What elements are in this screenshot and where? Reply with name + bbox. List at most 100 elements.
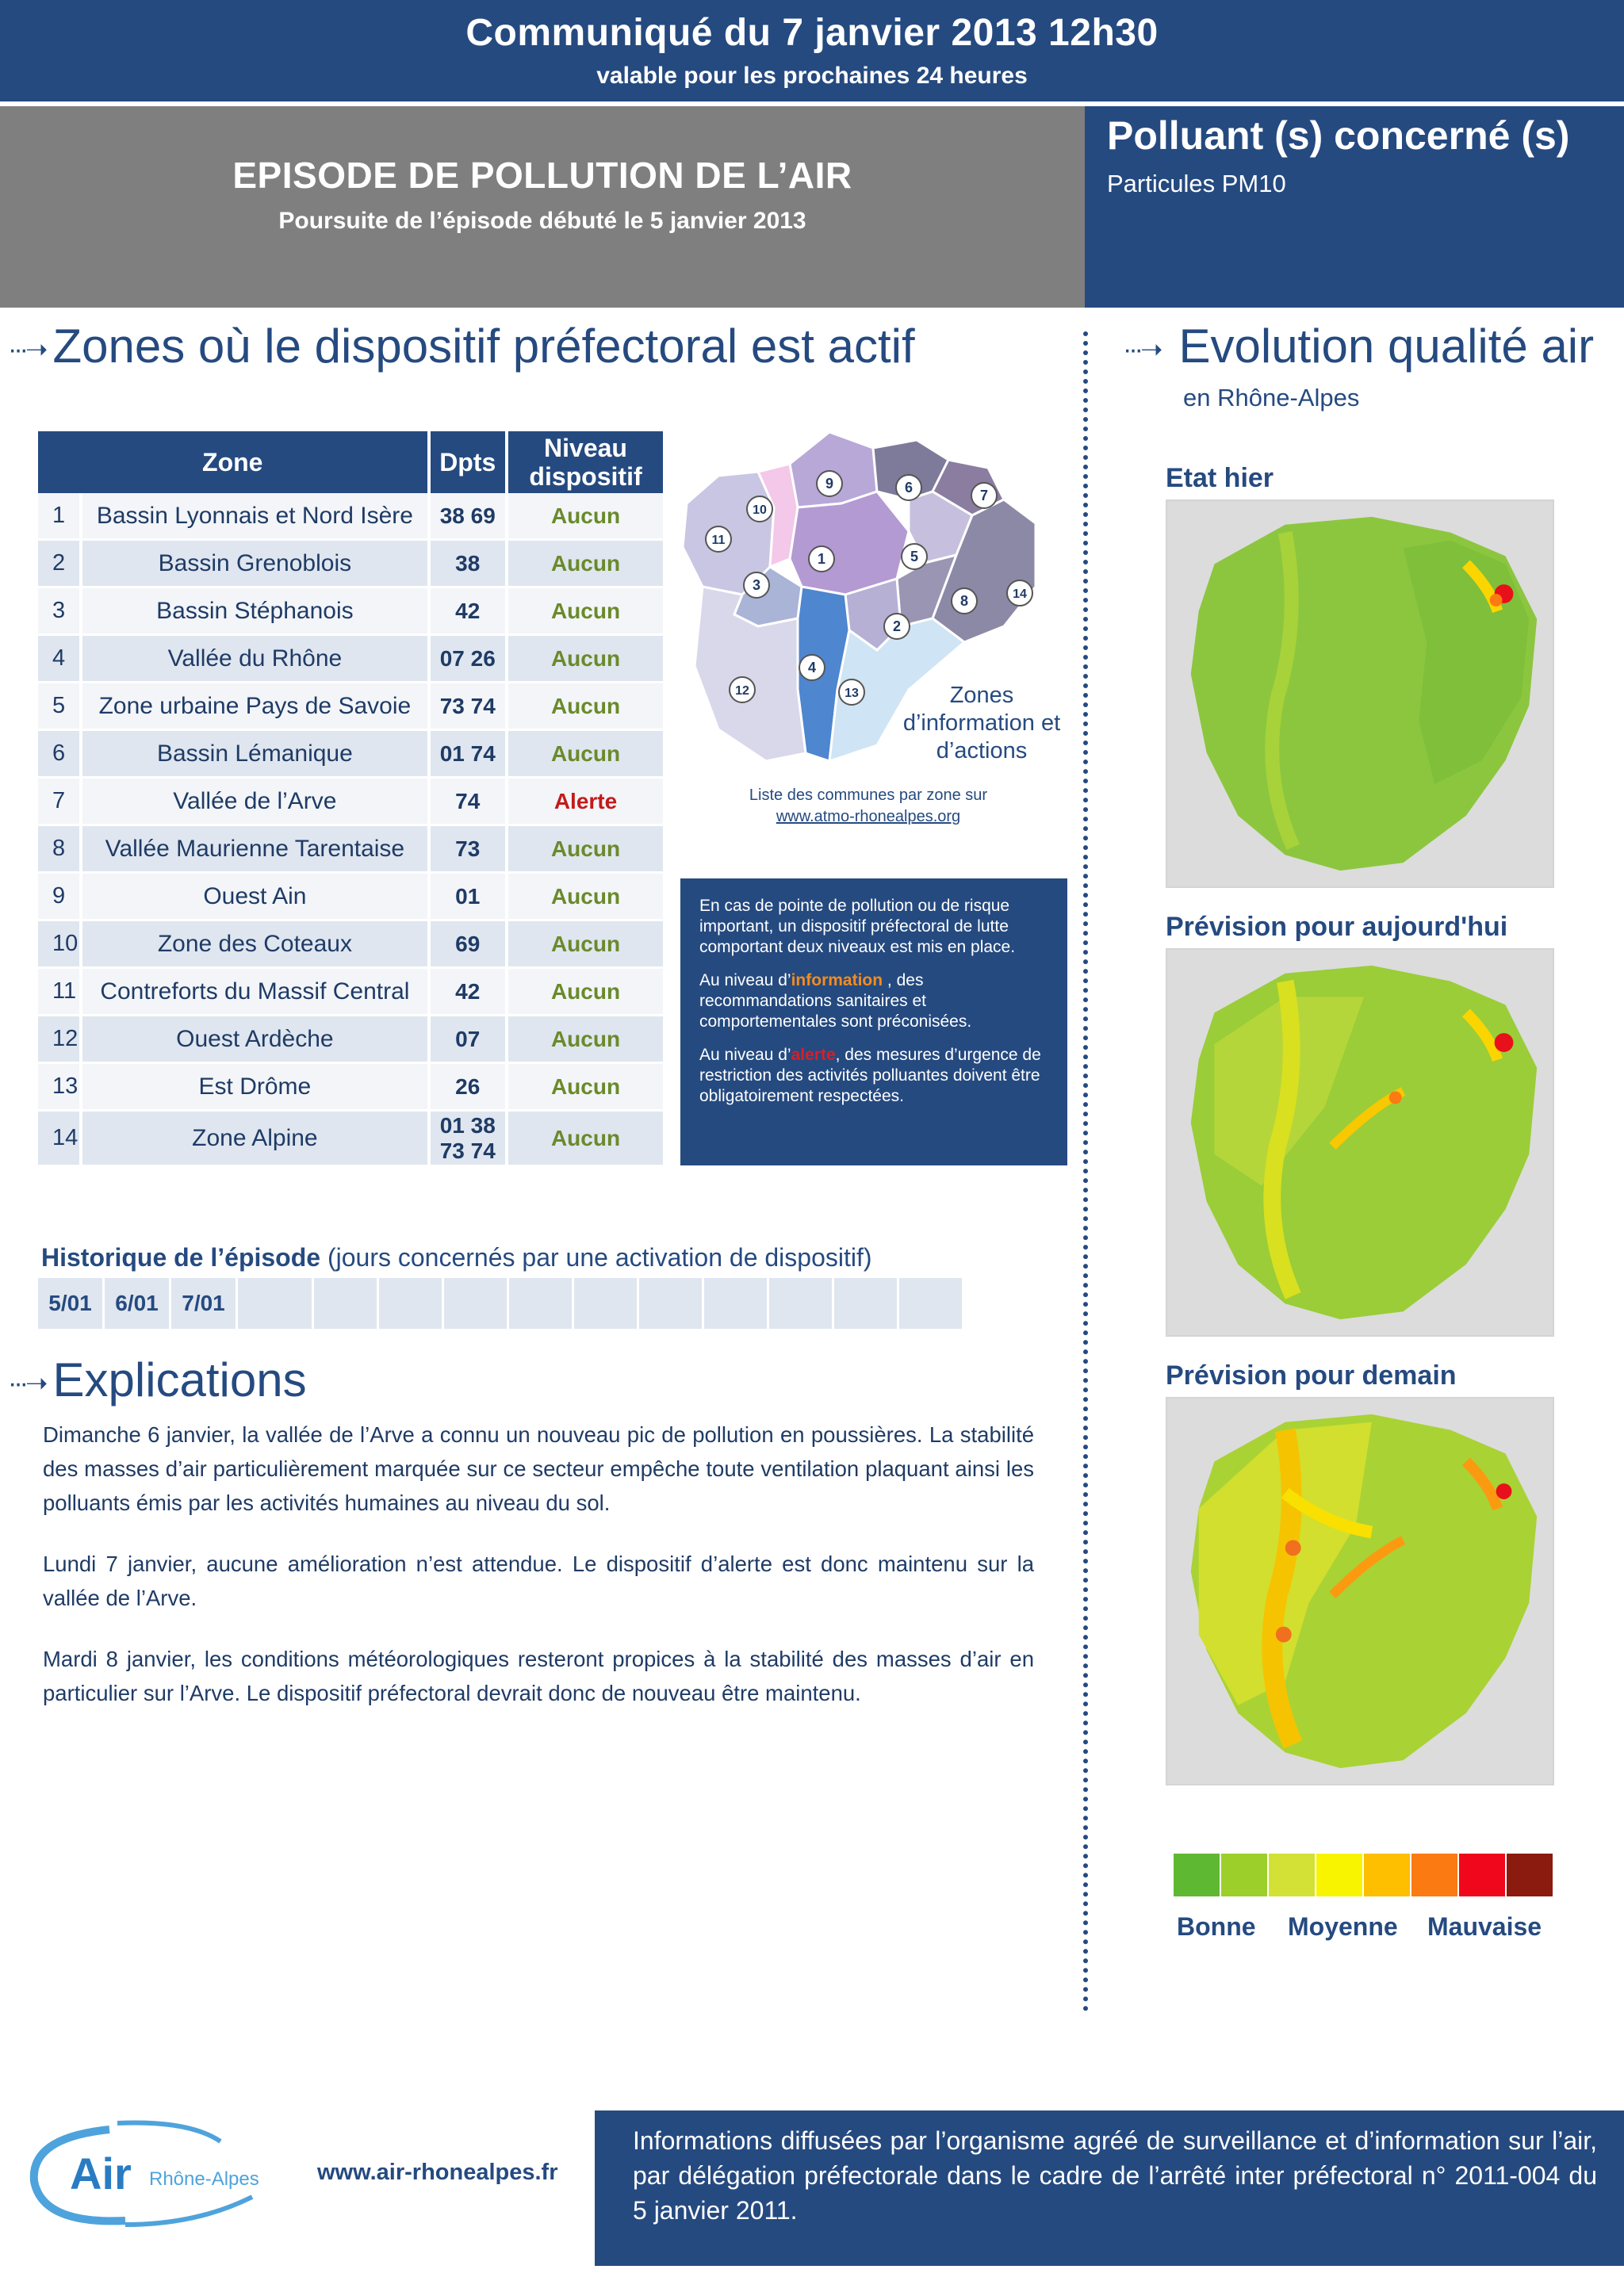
- zone-row: 5 Zone urbaine Pays de Savoie 73 74 Aucun: [38, 683, 663, 731]
- historique-day-cell: [704, 1278, 769, 1329]
- zone-departments: 26: [430, 1064, 508, 1112]
- map-marker-11: 11: [705, 526, 732, 553]
- legend-label-moyenne: Moyenne: [1288, 1912, 1398, 1941]
- zone-name: Zone Alpine: [82, 1112, 431, 1167]
- explication-paragraph: Dimanche 6 janvier, la vallée de l’Arve …: [43, 1422, 1034, 1515]
- zone-departments: 74: [430, 779, 508, 826]
- legend-swatch: [1174, 1854, 1220, 1896]
- zone-name: Ouest Ain: [82, 874, 431, 921]
- historique-day-cell: 5/01: [38, 1278, 105, 1329]
- legend-label-mauvaise: Mauvaise: [1427, 1912, 1542, 1941]
- dotted-arrow-icon: ···➝: [8, 1368, 48, 1399]
- historique-day-cell: 7/01: [171, 1278, 238, 1329]
- footer-disclaimer: Informations diffusées par l’organisme a…: [595, 2110, 1624, 2266]
- svg-text:13: 13: [845, 687, 859, 700]
- legend-swatch: [1507, 1854, 1553, 1896]
- zone-name: Zone urbaine Pays de Savoie: [82, 683, 431, 731]
- historique-day-cell: [639, 1278, 704, 1329]
- air-quality-map-today: [1166, 948, 1554, 1337]
- explications-text: Dimanche 6 janvier, la vallée de l’Arve …: [43, 1418, 1034, 1737]
- zone-number: 8: [38, 826, 83, 874]
- column-divider: [1083, 331, 1088, 2012]
- dpts-column-header: Dpts: [430, 431, 508, 493]
- svg-text:6: 6: [905, 480, 913, 496]
- legend-label-bonne: Bonne: [1177, 1912, 1256, 1941]
- zone-row: 10 Zone des Coteaux 69 Aucun: [38, 921, 663, 969]
- zone-level: Aucun: [508, 493, 663, 541]
- map-caption-text: Liste des communes par zone sur: [749, 786, 988, 804]
- zone-row: 9 Ouest Ain 01 Aucun: [38, 874, 663, 921]
- alert-level-text: alerte: [791, 1046, 836, 1064]
- map-label-today: Prévision pour aujourd'hui: [1166, 912, 1508, 942]
- svg-text:1: 1: [818, 551, 825, 567]
- zone-level: Aucun: [508, 874, 663, 921]
- zone-level: Aucun: [508, 1016, 663, 1064]
- map-marker-12: 12: [729, 676, 756, 703]
- svg-text:14: 14: [1013, 587, 1027, 601]
- zone-departments: 01: [430, 874, 508, 921]
- zones-section-title-text: Zones où le dispositif préfectoral est a…: [52, 320, 915, 373]
- zone-row: 8 Vallée Maurienne Tarentaise 73 Aucun: [38, 826, 663, 874]
- svg-text:11: 11: [712, 534, 726, 547]
- atmo-link[interactable]: www.atmo-rhonealpes.org: [776, 808, 961, 825]
- zone-name: Est Drôme: [82, 1064, 431, 1112]
- zone-row: 14 Zone Alpine 01 38 73 74 Aucun: [38, 1112, 663, 1167]
- svg-text:8: 8: [960, 593, 968, 609]
- zone-level: Aucun: [508, 921, 663, 969]
- zone-row: 11 Contreforts du Massif Central 42 Aucun: [38, 969, 663, 1016]
- zone-level: Aucun: [508, 826, 663, 874]
- air-quality-map-yesterday: [1166, 499, 1554, 888]
- zone-name: Ouest Ardèche: [82, 1016, 431, 1064]
- info-paragraph-1: En cas de pointe de pollution ou de risq…: [699, 897, 1016, 956]
- map-marker-3: 3: [743, 572, 770, 599]
- dotted-arrow-icon: ···➝: [8, 335, 48, 365]
- map-marker-14: 14: [1006, 580, 1033, 607]
- zone-departments: 38: [430, 541, 508, 588]
- zone-departments: 42: [430, 588, 508, 636]
- zones-table: Zone Dpts Niveau dispositif 1 Bassin Lyon…: [38, 431, 663, 1167]
- communique-validity: valable pour les prochaines 24 heures: [596, 63, 1028, 89]
- website-link[interactable]: www.air-rhonealpes.fr: [317, 2160, 558, 2185]
- svg-text:2: 2: [893, 618, 901, 634]
- zone-number: 1: [38, 493, 83, 541]
- info-box: En cas de pointe de pollution ou de risq…: [680, 878, 1067, 1165]
- zone-departments: 69: [430, 921, 508, 969]
- zone-level: Aucun: [508, 1064, 663, 1112]
- map-marker-2: 2: [883, 613, 910, 640]
- svg-text:12: 12: [735, 684, 749, 698]
- historique-day-cell: 6/01: [105, 1278, 171, 1329]
- zone-departments: 01 38 73 74: [430, 1112, 508, 1167]
- zone-departments: 01 74: [430, 731, 508, 779]
- zone-number: 6: [38, 731, 83, 779]
- historique-day-cell: [444, 1278, 509, 1329]
- zone-level: Aucun: [508, 588, 663, 636]
- pollutant-value: Particules PM10: [1107, 170, 1286, 197]
- zone-row: 7 Vallée de l’Arve 74 Alerte: [38, 779, 663, 826]
- zone-name: Vallée de l’Arve: [82, 779, 431, 826]
- zone-name: Bassin Lyonnais et Nord Isère: [82, 493, 431, 541]
- map-marker-7: 7: [971, 482, 998, 509]
- info-paragraph-2: Au niveau d’information , des recommanda…: [699, 971, 972, 1031]
- svg-text:4: 4: [808, 660, 816, 675]
- dotted-arrow-icon: ···➝: [1123, 335, 1163, 365]
- zone-level: Aucun: [508, 969, 663, 1016]
- zone-number: 7: [38, 779, 83, 826]
- svg-text:3: 3: [753, 577, 760, 593]
- map-marker-1: 1: [808, 545, 835, 572]
- map-marker-8: 8: [951, 587, 978, 614]
- map-marker-13: 13: [838, 679, 865, 706]
- zone-level: Alerte: [508, 779, 663, 826]
- historique-day-cell: [834, 1278, 899, 1329]
- map-label-yesterday: Etat hier: [1166, 463, 1274, 493]
- zone-name: Bassin Lémanique: [82, 731, 431, 779]
- zone-level: Aucun: [508, 1112, 663, 1167]
- episode-banner: EPISODE DE POLLUTION DE L’AIR Poursuite …: [0, 106, 1085, 308]
- map-caption: Liste des communes par zone sur www.atmo…: [690, 785, 1047, 828]
- zone-name: Zone des Coteaux: [82, 921, 431, 969]
- evolution-title-text: Evolution qualité air: [1178, 320, 1595, 373]
- air-rhone-alpes-logo: Air Rhône-Alpes: [29, 2120, 259, 2227]
- map-zones-label: Zones d’information et d’actions: [902, 683, 1061, 763]
- historique-days-row: 5/01 6/01 7/01: [38, 1278, 964, 1329]
- zone-row: 13 Est Drôme 26 Aucun: [38, 1064, 663, 1112]
- historique-day-cell: [509, 1278, 574, 1329]
